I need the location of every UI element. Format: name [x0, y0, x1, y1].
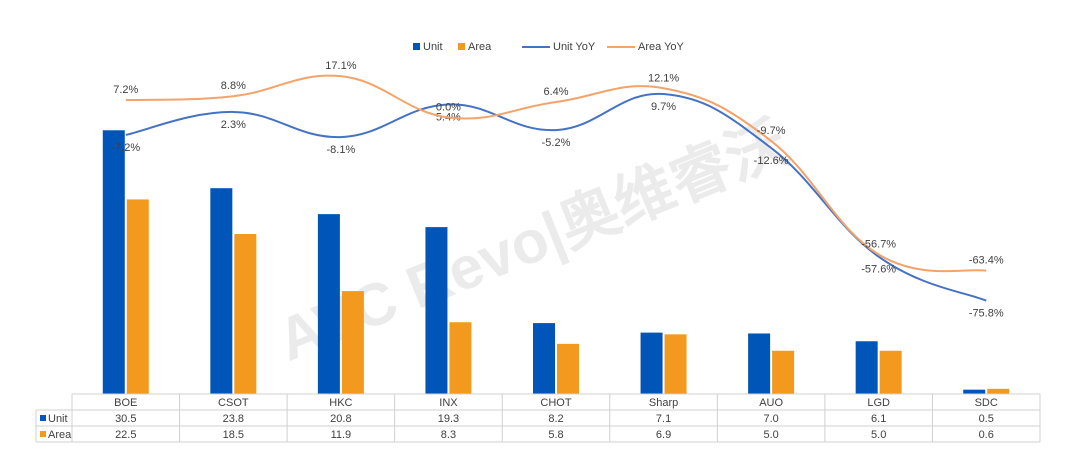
label-area-yoy-csot: 8.8% — [221, 80, 246, 92]
label-area-yoy-inx: 0.0% — [436, 102, 461, 114]
label-unit-yoy-boe: -7.2% — [111, 142, 140, 154]
table-area-value-csot: 18.5 — [223, 429, 244, 441]
table-area-value-boe: 22.5 — [115, 429, 136, 441]
table-unit-value-lgd: 6.1 — [871, 413, 886, 425]
category-label-csot: CSOT — [218, 397, 249, 409]
category-label-boe: BOE — [114, 397, 137, 409]
bar-unit-sdc — [963, 389, 986, 394]
label-unit-yoy-chot: -5.2% — [542, 137, 571, 149]
legend: Unit Area Unit YoY Area YoY — [413, 41, 685, 53]
bar-area-lgd — [879, 350, 902, 394]
bar-area-sdc — [987, 388, 1010, 394]
line-area-yoy — [125, 74, 987, 273]
bar-area-inx — [449, 322, 472, 394]
bar-area-boe — [126, 199, 149, 394]
table-area-value-chot: 5.8 — [548, 429, 563, 441]
legend-unit-yoy-label: Unit YoY — [553, 41, 596, 53]
legend-area-label: Area — [468, 41, 492, 53]
bar-unit-chot — [533, 323, 555, 394]
bar-unit-sharp — [640, 332, 663, 394]
category-label-chot: CHOT — [540, 397, 571, 409]
table-unit-value-sharp: 7.1 — [656, 413, 671, 425]
table-area-swatch — [40, 431, 46, 437]
bar-unit-csot — [210, 188, 233, 394]
bar-area-chot — [557, 343, 579, 394]
table-area-value-sharp: 6.9 — [656, 429, 671, 441]
category-label-lgd: LGD — [867, 397, 890, 409]
legend-area-yoy-label: Area YoY — [638, 41, 685, 53]
label-area-yoy-chot: 6.4% — [543, 86, 568, 98]
label-area-yoy-sdc: -63.4% — [969, 255, 1004, 267]
table-area-value-auo: 5.0 — [763, 429, 778, 441]
data-table: BOE CSOT HKC INX CHOT Sharp AUO LGD SDC Unit 30.5 2… — [35, 393, 1041, 443]
bar-unit-auo — [748, 333, 771, 394]
table-area-value-hkc: 11.9 — [331, 429, 352, 441]
table-unit-row-label: Unit — [48, 413, 68, 425]
bar-area-csot — [234, 234, 257, 394]
table-area-row-label: Area — [48, 429, 72, 441]
table-unit-value-auo: 7.0 — [763, 413, 778, 425]
legend-unit-swatch — [413, 43, 420, 50]
category-label-auo: AUO — [759, 397, 783, 409]
category-label-sdc: SDC — [975, 397, 998, 409]
bar-area-auo — [772, 350, 795, 394]
label-area-yoy-lgd: -56.7% — [861, 239, 896, 251]
table-unit-value-sdc: 0.5 — [979, 413, 994, 425]
label-unit-yoy-sharp: 9.7% — [651, 101, 676, 113]
bar-unit-hkc — [317, 214, 340, 394]
table-unit-value-inx: 19.3 — [438, 413, 459, 425]
bar-unit-lgd — [855, 341, 878, 394]
category-label-sharp: Sharp — [649, 397, 678, 409]
legend-area-swatch — [458, 43, 465, 50]
table-area-value-lgd: 5.0 — [871, 429, 886, 441]
label-area-yoy-boe: 7.2% — [113, 84, 138, 96]
bar-unit-boe — [102, 130, 125, 394]
label-area-yoy-auo: -9.7% — [757, 125, 786, 137]
yoy-lines: -7.2%2.3%-8.1%5.4%-5.2%9.7%-12.6%-57.6%-… — [111, 60, 1003, 320]
bar-area-sharp — [664, 334, 687, 394]
bars — [102, 130, 1010, 394]
label-unit-yoy-sdc: -75.8% — [969, 308, 1004, 320]
bar-area-hkc — [341, 291, 364, 394]
label-unit-yoy-csot: 2.3% — [221, 119, 246, 131]
category-label-hkc: HKC — [329, 397, 352, 409]
table-unit-value-boe: 30.5 — [115, 413, 136, 425]
table-unit-value-hkc: 20.8 — [330, 413, 351, 425]
label-area-yoy-sharp: 12.1% — [648, 72, 679, 84]
bar-unit-inx — [425, 227, 448, 394]
table-area-value-inx: 8.3 — [441, 429, 456, 441]
label-unit-yoy-lgd: -57.6% — [861, 264, 896, 276]
table-area-value-sdc: 0.6 — [979, 429, 994, 441]
table-unit-value-chot: 8.2 — [548, 413, 563, 425]
category-label-inx: INX — [439, 397, 458, 409]
table-unit-value-csot: 23.8 — [223, 413, 244, 425]
label-area-yoy-hkc: 17.1% — [325, 60, 356, 72]
label-unit-yoy-auo: -12.6% — [754, 155, 789, 167]
legend-unit-label: Unit — [423, 41, 443, 53]
table-unit-swatch — [40, 415, 46, 421]
label-unit-yoy-hkc: -8.1% — [327, 144, 356, 156]
